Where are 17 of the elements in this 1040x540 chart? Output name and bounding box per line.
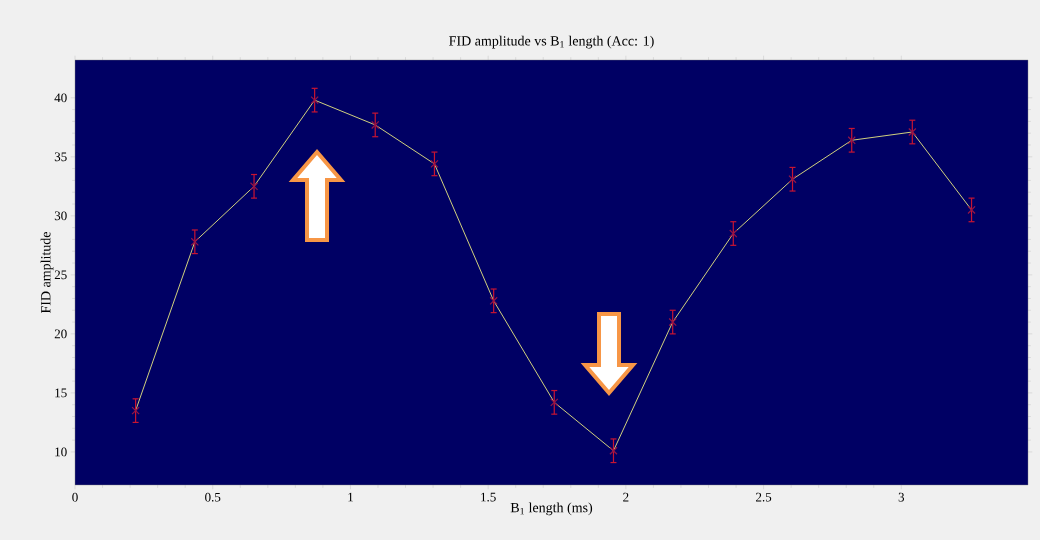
x-tick-label: 2.5 — [756, 492, 772, 502]
y-tick-label: 10 — [55, 447, 67, 457]
x-tick-label: 3 — [898, 492, 905, 502]
x-tick-label: 1.5 — [481, 492, 496, 502]
y-tick-label: 30 — [54, 211, 67, 221]
x-tick-label: 0 — [72, 492, 78, 502]
x-tick-label: 0.5 — [205, 492, 221, 502]
y-tick-label: 25 — [54, 270, 67, 280]
y-tick-label: 15 — [55, 388, 67, 398]
x-axis-title: B$_{1}$ length (ms) — [510, 502, 593, 516]
y-tick-label: 40 — [54, 93, 67, 103]
chart-title: FID amplitude vs B$_{1}$ length (Acc: 1) — [449, 35, 654, 49]
x-tick-label: 2 — [623, 492, 629, 502]
x-tick-label: 1 — [348, 492, 353, 502]
y-tick-label: 20 — [54, 329, 67, 339]
y-tick-label: 35 — [54, 152, 67, 162]
y-axis-title: FID amplitude — [40, 231, 54, 314]
